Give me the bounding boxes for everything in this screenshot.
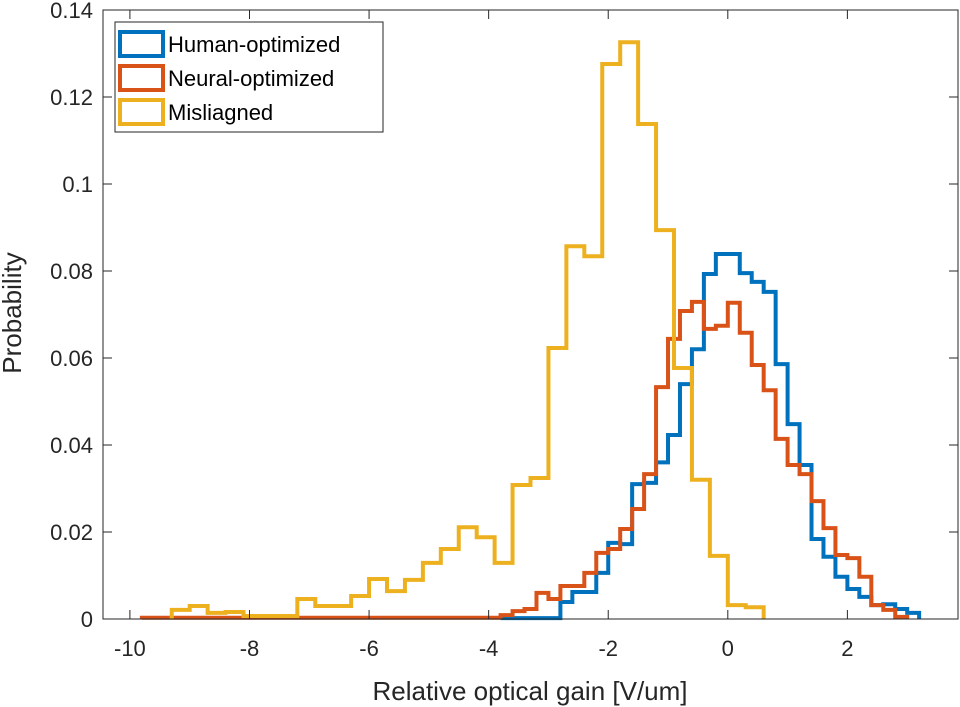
histogram-bin [566, 246, 584, 619]
legend-label: Misliagned [168, 100, 273, 125]
histogram-bin [531, 478, 549, 619]
y-tick-label: 0 [81, 607, 93, 632]
histogram-bin [847, 558, 859, 619]
histogram-bin [315, 606, 333, 619]
histogram-bin [883, 610, 895, 619]
histogram-bin [584, 256, 602, 619]
x-tick-label: -8 [240, 636, 260, 661]
legend-swatch [118, 30, 165, 58]
x-tick-label: -2 [598, 636, 618, 661]
histogram-bin [710, 556, 728, 619]
legend-entry: Misliagned [118, 98, 273, 126]
histogram-bin [387, 591, 405, 619]
histogram-bin [746, 607, 764, 619]
histogram-bin [602, 64, 620, 619]
legend: Human-optimized Neural-optimized Misliagne… [114, 21, 384, 133]
histogram-bin [823, 528, 835, 619]
histogram-bin [423, 563, 441, 619]
histogram-bin [620, 42, 638, 619]
y-tick-label: 0.08 [50, 259, 93, 284]
histogram-bin [333, 606, 351, 619]
histogram-bin [728, 605, 746, 619]
axes-box [102, 9, 959, 620]
histogram-bin [459, 527, 477, 619]
histogram-bin [226, 612, 244, 619]
histogram-bin [871, 605, 883, 619]
x-tick-label: 2 [841, 636, 853, 661]
legend-entry: Human-optimized [118, 30, 340, 58]
x-tick-label: -4 [479, 636, 499, 661]
legend-swatch [118, 98, 165, 126]
y-tick-label: 0.14 [50, 0, 93, 23]
x-axis-label: Relative optical gain [V/um] [372, 676, 687, 706]
histogram-bin [859, 577, 871, 619]
histogram-outline [498, 252, 922, 621]
histogram-bin [208, 613, 226, 619]
y-tick-label: 0.02 [50, 520, 93, 545]
histogram-bin [172, 610, 190, 619]
legend-label: Neural-optimized [168, 66, 334, 91]
y-tick-label: 0.1 [62, 172, 93, 197]
series-human-optimized [498, 252, 922, 621]
histogram-bin [776, 439, 788, 619]
x-tick-label: -10 [114, 636, 146, 661]
histogram-outline [139, 299, 910, 620]
histogram-bin [441, 549, 459, 619]
y-tick-label: 0.06 [50, 346, 93, 371]
x-tick-label: 0 [722, 636, 734, 661]
histogram-bin [351, 596, 369, 619]
histogram-bin [812, 501, 824, 619]
histogram-bin [369, 579, 387, 619]
series-layer [139, 40, 922, 621]
histogram-bin [405, 580, 423, 619]
legend-label: Human-optimized [168, 32, 340, 57]
histogram-bin [752, 365, 764, 619]
histogram-bin [548, 348, 566, 619]
histogram-bin [656, 230, 674, 619]
histogram-bin [190, 606, 208, 619]
y-axis-ticks: 0 0.02 0.04 0.06 0.08 0.1 0.12 0.14 [50, 0, 958, 632]
histogram-bin [513, 485, 531, 619]
histogram-bin [297, 599, 315, 619]
series-misliagned [169, 40, 766, 619]
histogram-bin [477, 537, 495, 619]
y-tick-label: 0.04 [50, 433, 93, 458]
y-axis-label: Probability [0, 252, 27, 373]
histogram-bin [740, 333, 752, 619]
y-tick-label: 0.12 [50, 85, 93, 110]
x-tick-label: -6 [359, 636, 379, 661]
legend-entry: Neural-optimized [118, 64, 334, 92]
histogram-bin [495, 563, 513, 619]
histogram-bin [764, 390, 776, 619]
legend-swatch [118, 64, 165, 92]
series-neural-optimized [139, 299, 910, 620]
histogram-bin [800, 474, 812, 619]
histogram-bin [835, 555, 847, 619]
x-axis-ticks: -10 -8 -6 -4 -2 0 2 [114, 10, 854, 661]
histogram-bin [674, 368, 692, 619]
histogram-bin [638, 124, 656, 619]
histogram-bin [692, 480, 710, 619]
histogram-bin [788, 465, 800, 619]
histogram-outline [169, 40, 766, 619]
